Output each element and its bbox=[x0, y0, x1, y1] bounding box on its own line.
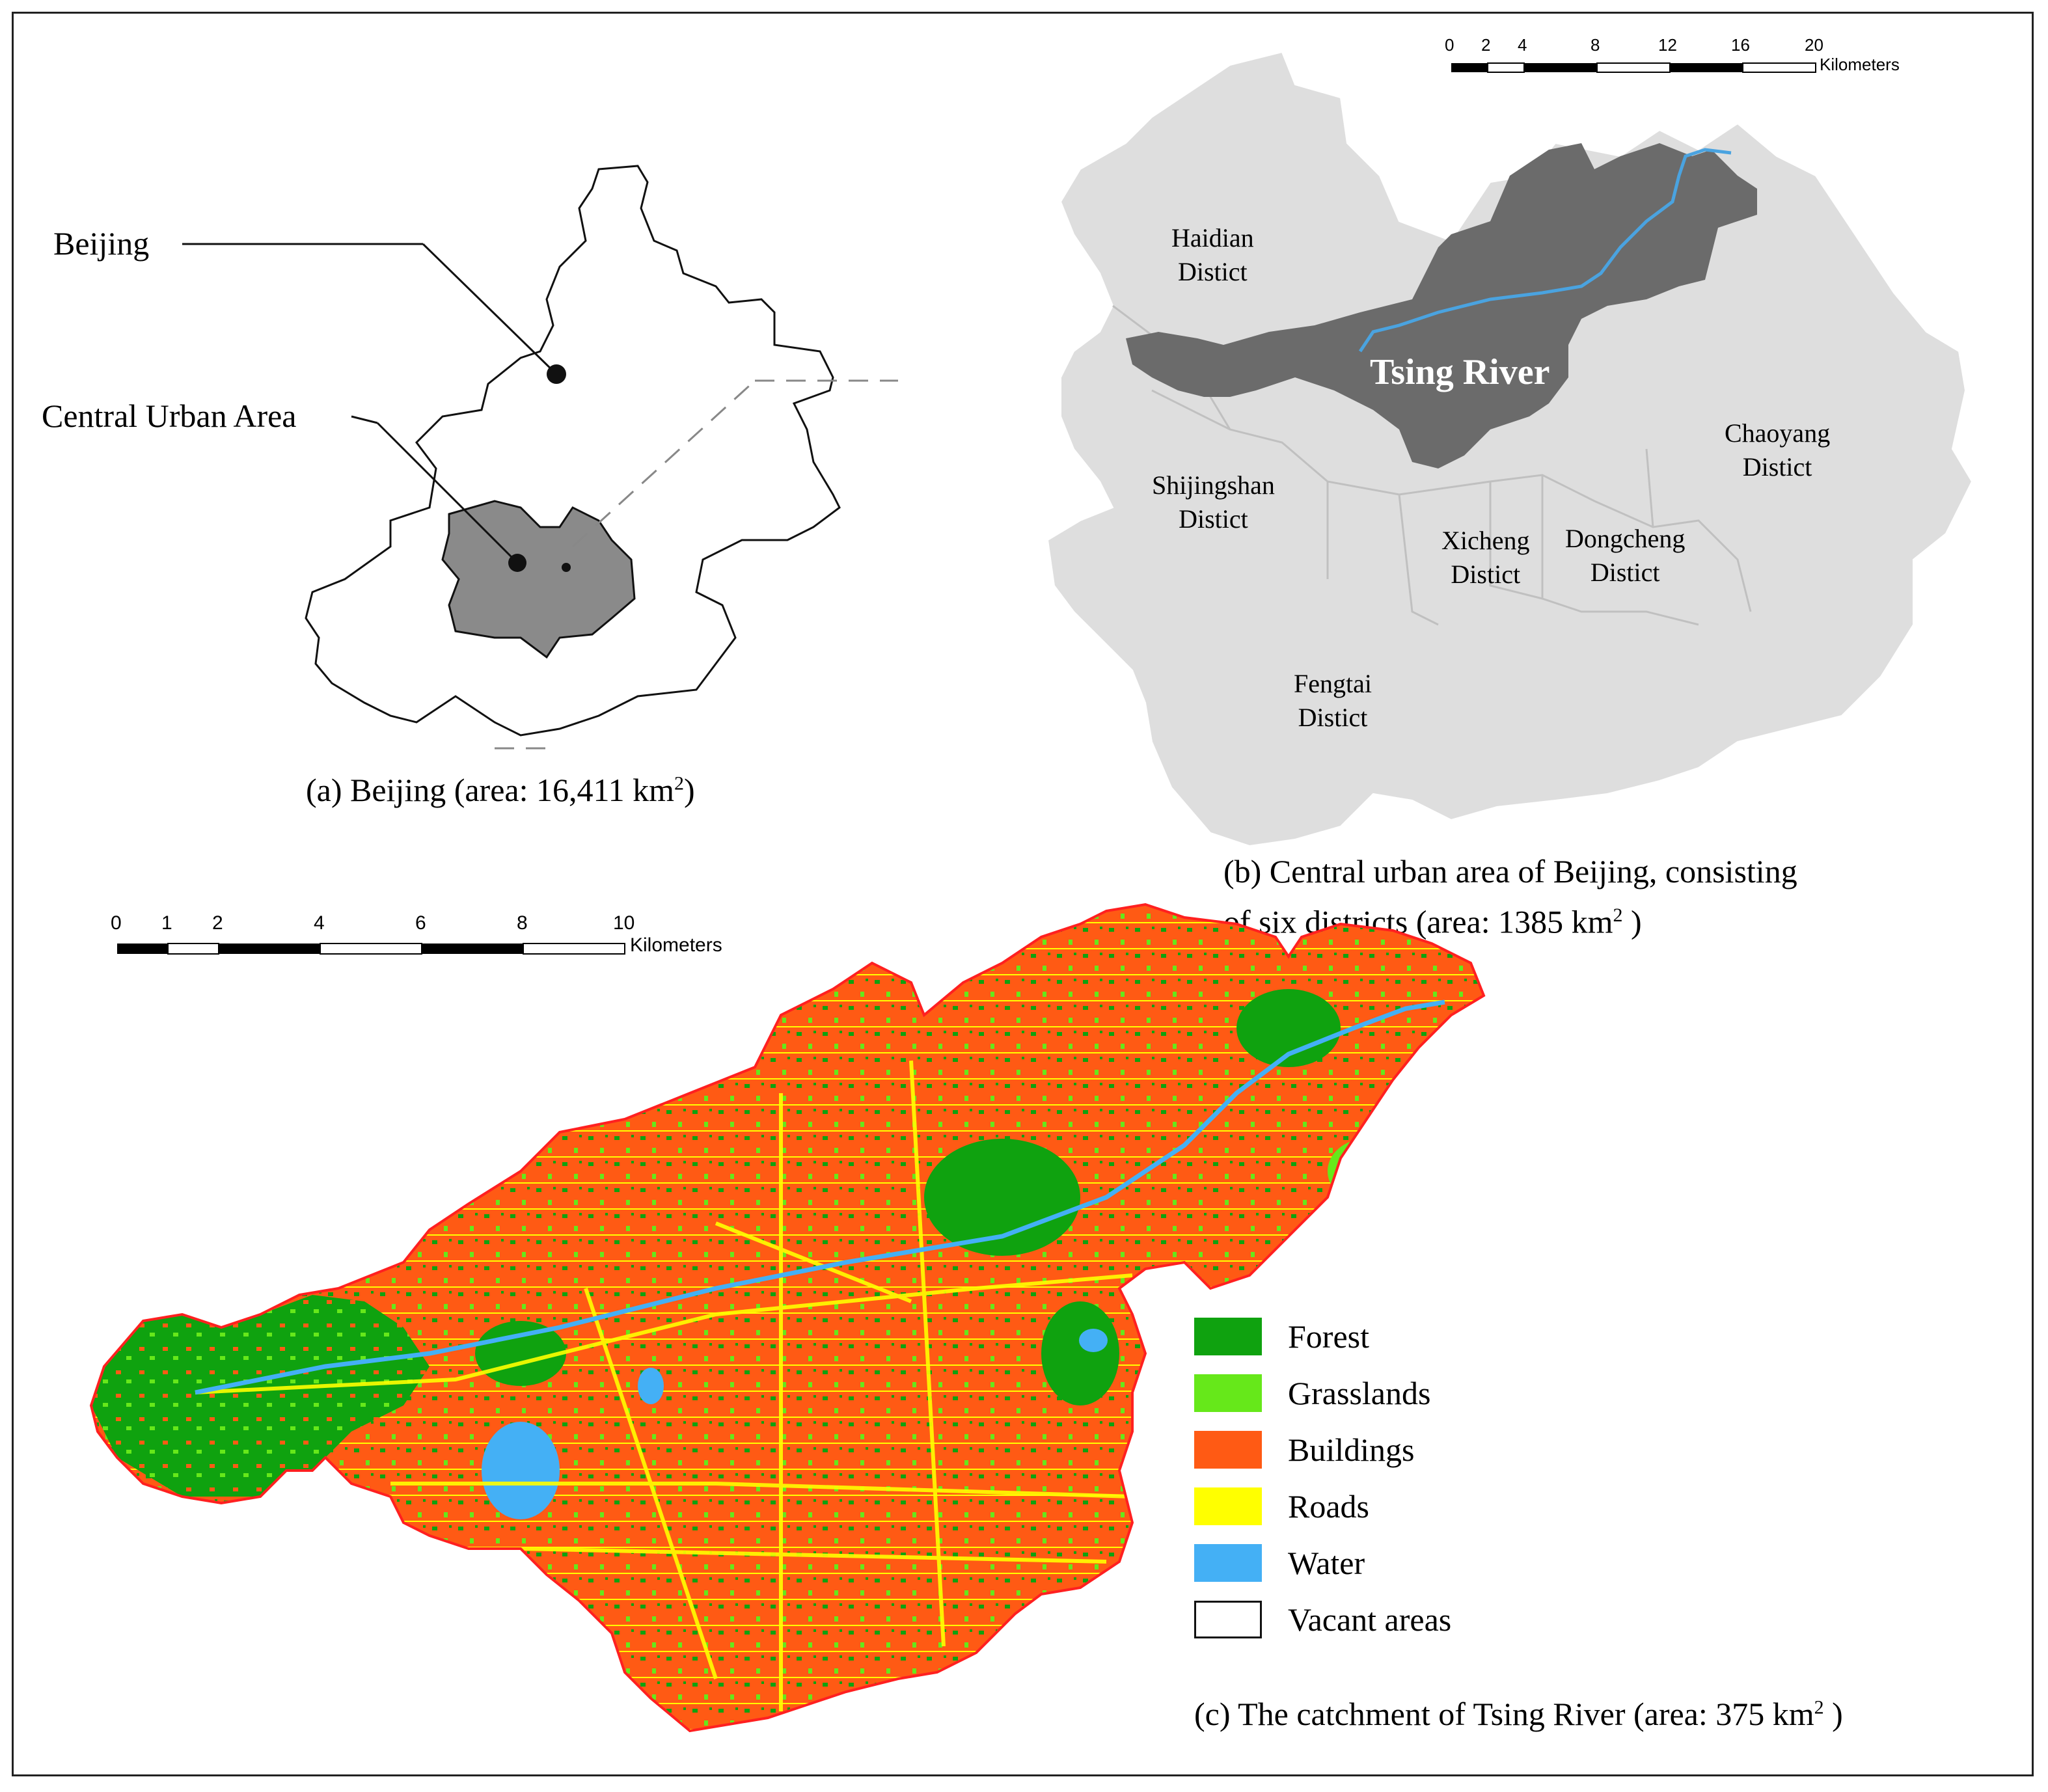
land-cover-legend: Forest Grasslands Buildings Roads Water … bbox=[1194, 1308, 1451, 1648]
district-boundaries bbox=[1112, 305, 1752, 626]
legend-item-roads: Roads bbox=[1194, 1478, 1451, 1534]
legend-item-grasslands: Grasslands bbox=[1194, 1364, 1451, 1421]
scale-b-tick-3: 8 bbox=[1591, 35, 1600, 55]
label-fengtai: Fengtai Distict bbox=[1294, 669, 1372, 732]
figure-frame bbox=[12, 12, 2034, 1776]
legend-label-vacant: Vacant areas bbox=[1288, 1601, 1452, 1638]
scale-b-tick-5: 16 bbox=[1731, 35, 1750, 55]
legend-item-water: Water bbox=[1194, 1534, 1451, 1591]
scale-c-tick-4: 6 bbox=[415, 912, 426, 934]
legend-swatch-buildings bbox=[1194, 1430, 1262, 1469]
caption-a: (a) Beijing (area: 16,411 km2) bbox=[306, 772, 695, 808]
beijing-point bbox=[547, 364, 566, 384]
scale-c-tick-3: 4 bbox=[314, 912, 325, 934]
legend-swatch-vacant bbox=[1194, 1600, 1262, 1638]
scale-b-tick-1: 2 bbox=[1481, 35, 1491, 55]
legend-item-vacant: Vacant areas bbox=[1194, 1591, 1451, 1648]
beijing-outline-map bbox=[182, 165, 898, 750]
dashed-connector bbox=[571, 379, 756, 548]
label-haidian: Haidian Distict bbox=[1171, 223, 1254, 286]
central-urban-area-shape bbox=[441, 500, 636, 659]
central-districts-map bbox=[1046, 51, 1973, 847]
legend-label-grasslands: Grasslands bbox=[1288, 1374, 1431, 1411]
legend-label-buildings: Buildings bbox=[1288, 1431, 1415, 1468]
beijing-boundary bbox=[305, 165, 841, 737]
panel-a-beijing-map: Beijing Central Urban Area bbox=[26, 78, 911, 781]
scale-b-tick-6: 20 bbox=[1805, 35, 1823, 55]
lake bbox=[482, 1422, 560, 1519]
label-central-urban-area: Central Urban Area bbox=[42, 398, 297, 434]
label-xicheng: Xicheng Distict bbox=[1441, 526, 1530, 589]
caption-b: (b) Central urban area of Beijing, consi… bbox=[1223, 853, 1797, 940]
central-leader-line bbox=[351, 415, 378, 424]
label-dongcheng: Dongcheng Distict bbox=[1565, 524, 1686, 587]
legend-label-water: Water bbox=[1288, 1544, 1365, 1581]
tsing-river-line bbox=[1358, 148, 1732, 353]
beijing-leader-line-2 bbox=[422, 243, 558, 375]
scale-bar-c bbox=[117, 943, 625, 955]
scale-b-tick-2: 4 bbox=[1518, 35, 1527, 55]
scale-c-tick-5: 8 bbox=[517, 912, 528, 934]
catchment-boundary bbox=[89, 903, 1486, 1733]
tsing-catchment bbox=[1126, 143, 1757, 468]
scale-c-tick-1: 1 bbox=[161, 912, 172, 934]
label-beijing: Beijing bbox=[53, 225, 150, 262]
central-leader-line-2 bbox=[376, 422, 519, 564]
label-shijingshan: Shijingshan Distict bbox=[1152, 470, 1275, 534]
scale-b-unit: Kilometers bbox=[1820, 55, 1900, 74]
scale-c-tick-2: 2 bbox=[212, 912, 223, 934]
label-chaoyang: Chaoyang Distict bbox=[1725, 418, 1831, 482]
legend-label-roads: Roads bbox=[1288, 1487, 1369, 1525]
legend-item-forest: Forest bbox=[1194, 1308, 1451, 1364]
districts-area bbox=[1046, 51, 1973, 847]
scale-c-unit: Kilometers bbox=[630, 934, 722, 956]
central-point bbox=[508, 554, 526, 572]
caption-c: (c) The catchment of Tsing River (area: … bbox=[1194, 1696, 1843, 1732]
legend-label-forest: Forest bbox=[1288, 1318, 1369, 1355]
scale-bar-b bbox=[1451, 62, 1816, 73]
legend-swatch-grasslands bbox=[1194, 1374, 1262, 1412]
legend-swatch-roads bbox=[1194, 1487, 1262, 1525]
scale-c-tick-6: 10 bbox=[613, 912, 635, 934]
tsing-river-channel bbox=[195, 999, 1445, 1395]
legend-swatch-water bbox=[1194, 1543, 1262, 1582]
legend-swatch-forest bbox=[1194, 1317, 1262, 1355]
label-tsing-river: Tsing River bbox=[1370, 352, 1550, 392]
legend-item-buildings: Buildings bbox=[1194, 1421, 1451, 1478]
scale-b-tick-0: 0 bbox=[1445, 35, 1454, 55]
panel-b-central-urban-map: 0 2 4 8 12 16 20 Kilometers Haidian Disti… bbox=[1035, 26, 1991, 852]
scale-c-tick-0: 0 bbox=[111, 912, 122, 934]
scale-b-tick-4: 12 bbox=[1658, 35, 1677, 55]
central-small-point bbox=[562, 563, 571, 572]
